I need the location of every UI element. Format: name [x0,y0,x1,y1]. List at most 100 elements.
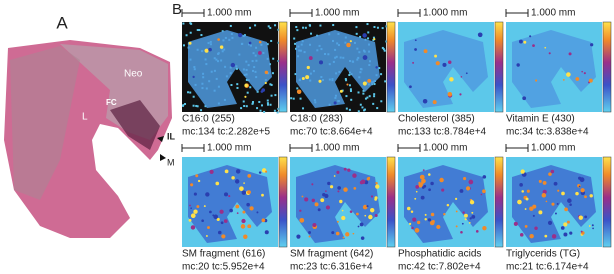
hotspot [542,189,547,195]
hotspot [219,209,224,214]
hotspot [523,40,527,44]
hotspot [208,47,212,52]
noise [182,104,185,107]
hotspot [205,192,210,197]
noise [267,25,270,28]
hotspot [590,43,594,47]
hotspot [532,44,535,47]
noise [190,22,193,25]
hotspot [301,195,304,198]
hotspot [301,76,305,80]
hotspot [544,46,547,49]
noise [366,96,369,99]
hotspot [465,186,471,191]
hotspot [241,190,247,195]
hotspot [195,174,199,178]
noise [182,22,185,25]
hotspot [581,70,583,73]
hotspot [513,221,518,226]
hotspot [257,51,262,55]
noise [277,28,280,31]
ion-image: 1.000 mm Cholesterol (385) mc:133 tc:8.784… [397,8,504,138]
hotspot [568,52,572,56]
noise [385,25,388,28]
hotspot [460,230,463,234]
hotspot [296,234,301,239]
ion-image: 1.000 mm SM fragment (642) mc:23 tc:6.316e… [289,143,396,273]
hotspot [556,202,559,205]
noise [274,94,277,97]
hotspot [532,204,537,209]
hotspot [442,62,447,67]
hotspot [461,222,464,225]
hotspot [560,226,565,230]
hotspot [308,235,311,238]
hotspot [246,202,250,207]
hotspot [265,170,268,173]
hotspot [412,61,415,64]
hotspot [554,212,557,215]
hotspot [407,206,411,211]
ion-image: 1.000 mm Triglycerids (TG) mc:21 tc:6.174e… [505,143,612,273]
noise [271,72,274,75]
hotspot [374,197,378,201]
hotspot [415,190,418,193]
hotspot [551,234,557,239]
colorbar [494,156,504,248]
hotspot [375,181,378,185]
hotspot [192,75,195,79]
hotspot [352,173,357,178]
hotspot [482,175,487,179]
hotspot [221,234,226,239]
hotspot [223,192,229,197]
image-name: SM fragment (642) [290,249,373,260]
noise [236,86,239,89]
hotspot [188,41,192,45]
hotspot [347,168,351,172]
noise [270,39,273,42]
noise [256,90,259,93]
noise [348,108,351,111]
hotspot [335,231,340,236]
noise [355,26,358,29]
hotspot [421,186,425,189]
noise [345,107,348,110]
scale-bar-label: 1.000 mm [423,143,467,154]
hotspot [447,60,452,65]
noise [192,95,195,98]
hotspot [529,35,532,38]
hotspot [408,222,412,225]
hotspot [517,199,522,205]
noise [251,102,254,105]
hotspot [224,169,229,174]
noise [294,42,297,45]
hotspot [243,182,245,184]
hotspot [341,215,346,221]
hotspot [189,204,191,207]
hotspot [422,169,425,172]
hotspot [248,41,252,45]
noise [263,110,266,113]
hotspot [544,234,548,238]
hotspot [567,198,572,203]
hotspot [455,225,458,228]
noise [274,24,277,27]
hotspot [524,208,527,210]
hotspot [296,89,302,95]
noise [382,48,385,51]
hotspot [434,54,437,58]
hotspot [430,212,435,217]
hotspot [241,218,246,224]
noise [276,111,279,114]
hotspot [579,177,585,183]
noise [302,26,305,29]
ion-image: 1.000 mm Vitamin E (430) mc:34 tc:3.838e+4 [505,8,612,138]
noise [269,103,272,106]
hotspot [422,98,428,104]
hotspot [317,208,321,212]
hotspot [308,56,313,60]
hotspot [346,42,351,48]
hotspot [522,96,527,101]
noise [277,60,280,63]
image-name: Vitamin E (430) [506,114,575,125]
